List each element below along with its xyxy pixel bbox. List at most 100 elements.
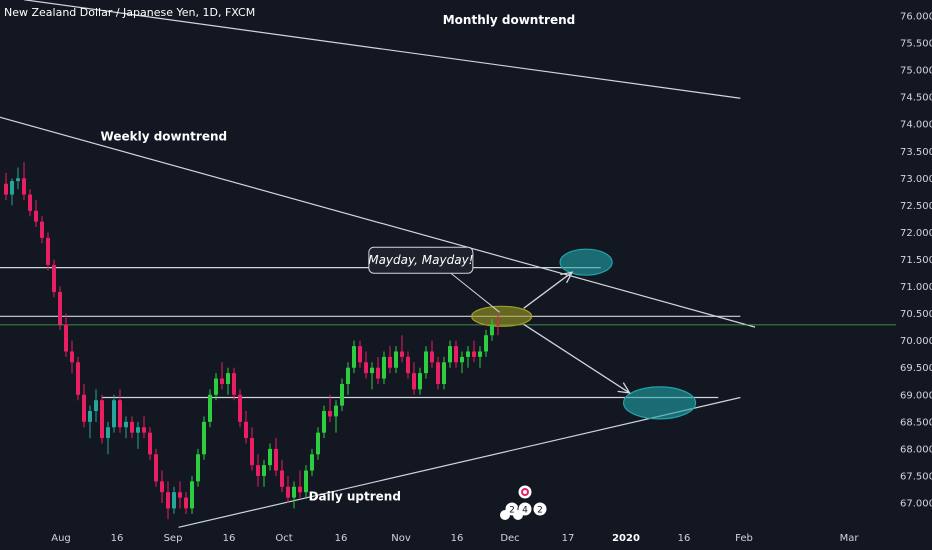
candle-body [82, 394, 86, 422]
candlestick [274, 438, 278, 476]
olive-zone-ellipse[interactable] [471, 305, 533, 327]
candle-body [472, 351, 476, 357]
candle-body [10, 181, 14, 195]
time-tick-label: Dec [500, 533, 519, 544]
candle-body [496, 324, 500, 326]
candlestick [442, 356, 446, 390]
price-tick-label: 71.500 [900, 255, 932, 266]
event-marker[interactable]: 2 [532, 501, 548, 517]
candlestick [172, 486, 176, 514]
down-arrow-head [617, 382, 631, 394]
candle-body [460, 356, 464, 363]
time-tick-label: 17 [562, 533, 575, 544]
candle-body [388, 356, 392, 368]
price-tick-label: 76.000 [900, 12, 932, 23]
candlestick [340, 378, 344, 412]
candlestick [106, 421, 110, 455]
candlestick [400, 335, 404, 363]
candlestick [34, 199, 38, 228]
candlestick [208, 389, 212, 428]
time-tick-label: 16 [451, 533, 464, 544]
candle-body [364, 362, 368, 374]
candlestick [424, 346, 428, 379]
price-axis[interactable]: 76.000 75.500 75.000 74.500 74.000 73.500 73.0… [896, 0, 932, 550]
time-tick-label: 16 [678, 533, 691, 544]
candle-body [442, 362, 446, 384]
price-tick-label: 70.500 [900, 309, 932, 320]
price-tick-label: 68.000 [900, 444, 932, 455]
event-marker-count: 2 [537, 506, 543, 516]
time-tick-label: Aug [51, 533, 71, 544]
candlestick [130, 416, 134, 439]
time-axis[interactable]: Aug 16 Sep 16 Oct 16 Nov 16 Dec 17 2020 16 Feb Mar [51, 533, 859, 544]
trend-line[interactable] [0, 103, 756, 328]
candle-body [268, 448, 272, 466]
teal-zone-ellipse[interactable] [559, 248, 613, 276]
candle-body [52, 264, 56, 292]
candle-body [70, 351, 74, 363]
trend-line[interactable] [178, 396, 741, 528]
candlestick [430, 340, 434, 368]
callout-pointer [450, 272, 500, 313]
candlestick [238, 389, 242, 428]
candlestick [58, 286, 62, 330]
trend-line[interactable] [24, 0, 741, 99]
candlestick [304, 465, 308, 498]
event-flag-icon[interactable] [517, 484, 533, 500]
time-tick-label: Mar [840, 533, 860, 544]
price-tick-label: 68.500 [900, 417, 932, 428]
time-tick-label: 16 [111, 533, 124, 544]
up-arrow[interactable] [523, 271, 573, 309]
annotations-layer: Monthly downtrend Weekly downtrend Mayday,… [101, 13, 576, 503]
candlestick [46, 232, 50, 271]
candle-body [58, 291, 62, 325]
zones-layer [471, 248, 697, 420]
candle-body [418, 373, 422, 390]
candle-body [190, 481, 194, 509]
candlestick [460, 351, 464, 374]
candle-body [232, 373, 236, 395]
candlestick [166, 481, 170, 520]
event-flag-inner [521, 488, 529, 496]
candle-body [46, 237, 50, 265]
candle-body [490, 324, 494, 336]
candlestick [370, 362, 374, 390]
candlestick [4, 172, 8, 200]
price-tick-label: 67.500 [900, 471, 932, 482]
time-tick-label: Nov [391, 533, 411, 544]
candle-body [340, 383, 344, 406]
candle-body [436, 362, 440, 384]
candle-body [424, 351, 428, 374]
candle-body [400, 351, 404, 357]
candle-body [40, 221, 44, 238]
candlestick [286, 475, 290, 503]
price-tick-label: 73.000 [900, 174, 932, 185]
callout-text: Mayday, Mayday! [368, 253, 473, 267]
candle-body [256, 465, 260, 476]
candle-body [310, 454, 314, 471]
candle-body [202, 421, 206, 455]
candlestick [292, 481, 296, 509]
candlestick [16, 167, 20, 190]
event-marker-count: 4 [522, 506, 528, 516]
candle-body [166, 492, 170, 509]
teal-zone-ellipse[interactable] [622, 386, 697, 420]
candlestick [112, 394, 116, 433]
candlestick [124, 416, 128, 439]
candlestick [10, 178, 14, 206]
candle-body [64, 324, 68, 352]
candlestick [202, 416, 206, 460]
candlestick [28, 189, 32, 217]
callout-bubble[interactable]: Mayday, Mayday! [368, 246, 500, 313]
down-arrow[interactable] [523, 323, 630, 394]
candlestick [268, 443, 272, 471]
candlestick [40, 216, 44, 244]
candlestick [496, 313, 500, 336]
candlestick [262, 459, 266, 487]
candle-body [244, 421, 248, 439]
candlestick [406, 351, 410, 379]
price-axis-background [896, 0, 932, 550]
